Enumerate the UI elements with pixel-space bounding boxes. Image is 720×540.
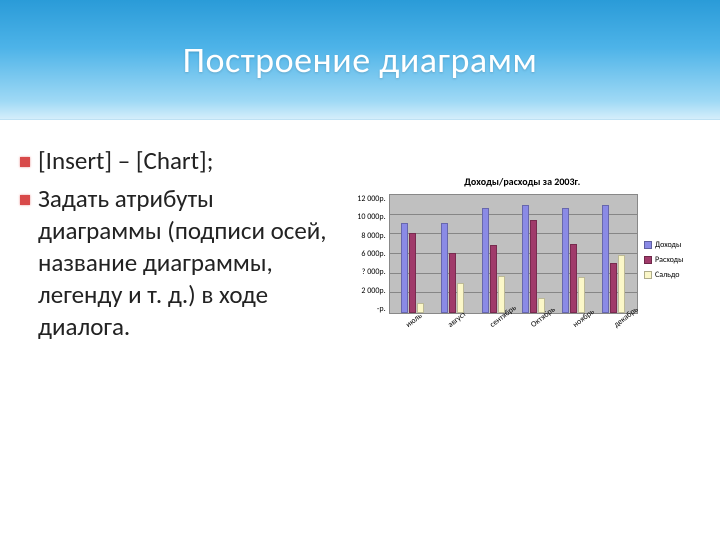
bar-group [401,223,424,313]
bullet-text: Задать атрибуты диаграммы (подписи осей,… [38,183,330,343]
legend-item: Расходы [644,255,700,265]
chart-plot-area [389,194,638,314]
x-tick-label: декабрь [612,316,626,330]
bar [441,223,448,313]
legend-swatch-icon [644,256,652,264]
x-tick-label: ноябрь [571,316,585,330]
y-tick-label: 8 000р. [345,231,386,241]
bar [610,263,617,313]
grid-line [390,214,637,215]
bar [570,244,577,313]
bullet-text: [Insert] – [Chart]; [38,145,213,177]
legend-label: Доходы [655,240,681,250]
x-axis: июльавгустсентябрьОктябрьноябрьдекабрь [389,314,638,326]
chart-main: 12 000р. 10 000р. 8 000р. 6 000р. ? 000р… [345,194,700,326]
text-column: [Insert] – [Chart]; Задать атрибуты диаг… [20,145,340,520]
legend-label: Расходы [655,255,683,265]
slide-body: [Insert] – [Chart]; Задать атрибуты диаг… [0,120,720,540]
bullet-item: Задать атрибуты диаграммы (подписи осей,… [20,183,330,343]
bar [522,205,529,313]
bar [530,220,537,313]
slide: Построение диаграмм [Insert] – [Chart]; … [0,0,720,540]
x-tick-label: сентябрь [488,316,502,330]
bar [457,283,464,313]
chart-legend: Доходы Расходы Сальдо [638,194,700,326]
bullet-item: [Insert] – [Chart]; [20,145,330,177]
y-tick-label: -р. [345,304,386,314]
bar-group [522,205,545,313]
bar [417,303,424,313]
legend-item: Доходы [644,240,700,250]
y-tick-label: 6 000р. [345,249,386,259]
bar-group [482,208,505,313]
plot-wrap: июльавгустсентябрьОктябрьноябрьдекабрь [389,194,638,326]
y-axis: 12 000р. 10 000р. 8 000р. 6 000р. ? 000р… [345,194,389,314]
slide-title: Построение диаграмм [183,38,538,82]
bar [578,277,585,313]
bar [401,223,408,313]
y-tick-label: ? 000р. [345,267,386,277]
bar [449,253,456,313]
bar-group [602,205,625,313]
bar [498,276,505,313]
legend-item: Сальдо [644,270,700,280]
y-tick-label: 2 000р. [345,286,386,296]
grid-line [390,292,637,293]
x-tick-label: август [446,316,460,330]
grid-line [390,253,637,254]
y-tick-label: 12 000р. [345,194,386,204]
legend-swatch-icon [644,271,652,279]
bar-group [441,223,464,313]
bar [490,245,497,313]
bar [618,255,625,313]
grid-line [390,233,637,234]
bar [482,208,489,313]
bar [602,205,609,313]
x-tick-label: июль [404,316,418,330]
grid-line [390,273,637,274]
title-band: Построение диаграмм [0,0,720,120]
bullet-square-icon [20,195,30,205]
legend-swatch-icon [644,241,652,249]
chart-title: Доходы/расходы за 2003г. [345,175,700,188]
chart-box: Доходы/расходы за 2003г. 12 000р. 10 000… [345,175,700,326]
bullet-square-icon [20,157,30,167]
legend-label: Сальдо [655,270,680,280]
chart-column: Доходы/расходы за 2003г. 12 000р. 10 000… [340,145,700,520]
bar [562,208,569,313]
bar [409,233,416,313]
y-tick-label: 10 000р. [345,212,386,222]
bar [538,298,545,313]
x-tick-label: Октябрь [529,316,543,330]
bar-group [562,208,585,313]
